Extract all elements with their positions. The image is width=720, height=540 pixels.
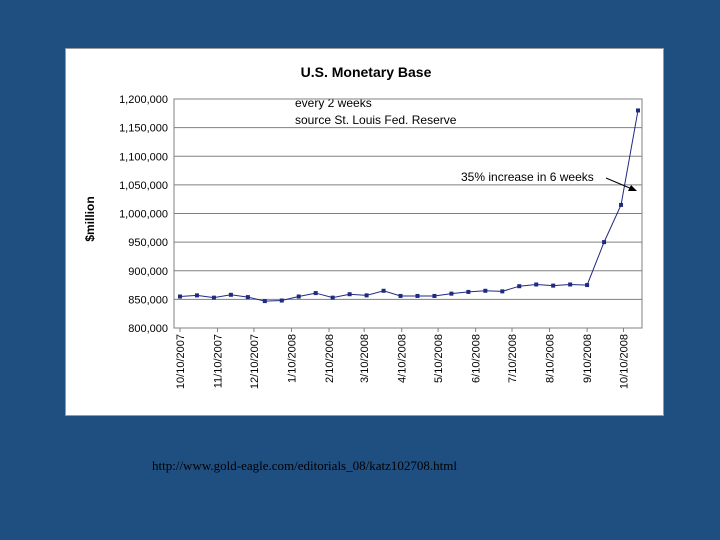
x-tick-label: 2/10/2008: [324, 334, 336, 383]
y-axis-label: $million: [83, 196, 97, 241]
annotation-frequency: every 2 weeks: [295, 96, 372, 110]
data-point: [347, 292, 352, 297]
x-tick-label: 11/10/2007: [213, 334, 225, 388]
x-tick-label: 12/10/2007: [249, 334, 261, 389]
data-point: [415, 293, 420, 298]
x-tick-label: 10/10/2008: [618, 334, 630, 389]
series-line: [179, 110, 639, 302]
data-point: [585, 283, 590, 288]
data-point: [483, 288, 488, 293]
data-point: [194, 293, 199, 298]
x-tick-label: 10/10/2007: [175, 334, 187, 389]
x-tick-label: 3/10/2008: [359, 334, 371, 383]
y-tick-label: 1,100,000: [119, 151, 168, 163]
source-url-caption: http://www.gold-eagle.com/editorials_08/…: [152, 458, 457, 473]
x-tick-label: 8/10/2008: [545, 334, 557, 383]
x-tick-label: 4/10/2008: [397, 334, 409, 383]
data-point: [364, 293, 369, 298]
x-tick-label: 9/10/2008: [582, 334, 594, 383]
data-point: [296, 294, 301, 299]
annotation-arrow-head: [628, 185, 637, 191]
y-tick-label: 1,050,000: [119, 180, 168, 192]
data-point: [619, 202, 624, 207]
data-point: [245, 295, 250, 300]
y-tick-label: 800,000: [128, 323, 168, 335]
data-point: [262, 299, 267, 304]
y-tick-label: 1,200,000: [119, 94, 168, 106]
data-point: [602, 240, 607, 245]
y-tick-label: 1,000,000: [119, 209, 168, 221]
data-point: [534, 282, 539, 287]
data-point: [279, 298, 284, 303]
data-point: [381, 288, 386, 293]
data-point: [313, 291, 318, 296]
y-tick-label: 900,000: [128, 266, 168, 278]
data-point: [517, 284, 522, 289]
monetary-base-chart: U.S. Monetary Base $million every 2 week…: [83, 64, 643, 389]
chart-title: U.S. Monetary Base: [301, 64, 432, 80]
data-point: [466, 289, 471, 294]
annotation-arrow-line: [605, 177, 633, 190]
x-tick-label: 1/10/2008: [286, 334, 298, 383]
x-tick-label: 5/10/2008: [433, 334, 445, 383]
y-tick-label: 850,000: [128, 294, 168, 306]
y-tick-label: 1,150,000: [119, 123, 168, 135]
data-point: [398, 293, 403, 298]
annotation-increase: 35% increase in 6 weeks: [461, 170, 594, 184]
x-tick-label: 7/10/2008: [507, 334, 519, 383]
data-point: [636, 108, 640, 113]
y-tick-label: 950,000: [128, 237, 168, 249]
plot-area: 800,000 850,000 900,000 950,000 1,000,000 1,0…: [119, 94, 643, 389]
data-point: [330, 295, 335, 300]
data-point: [500, 289, 505, 294]
x-tick-label: 6/10/2008: [471, 334, 483, 383]
data-point: [568, 282, 573, 287]
chart-panel: U.S. Monetary Base $million every 2 week…: [65, 48, 664, 416]
data-point: [449, 291, 454, 296]
annotation-source: source St. Louis Fed. Reserve: [295, 113, 457, 127]
data-point: [551, 283, 556, 288]
data-point: [211, 295, 216, 300]
data-point: [228, 292, 233, 297]
data-point: [178, 294, 182, 299]
data-point: [432, 293, 437, 298]
